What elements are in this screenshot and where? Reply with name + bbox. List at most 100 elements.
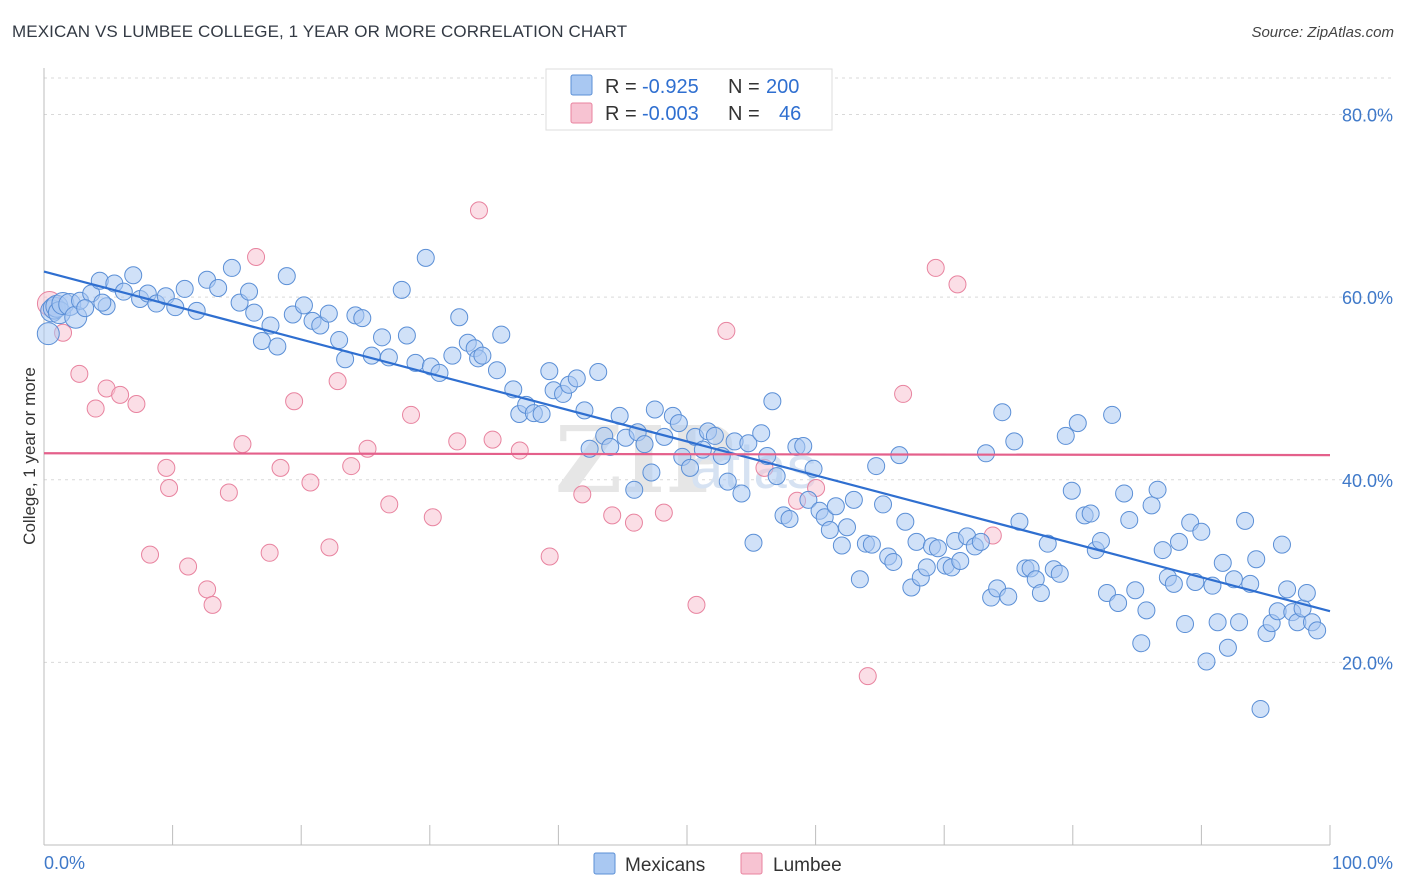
lumbee-point xyxy=(402,405,421,424)
mexicans-point xyxy=(838,518,857,537)
mexicans-point xyxy=(705,426,724,445)
mexicans-point xyxy=(1236,511,1255,530)
mexicans-point xyxy=(1115,484,1134,503)
mexicans-point xyxy=(718,472,737,491)
mexicans-point xyxy=(245,303,264,322)
mexicans-point xyxy=(928,539,947,558)
lumbee-point xyxy=(342,457,361,476)
mexicans-point xyxy=(175,279,194,298)
mexicans-point xyxy=(739,434,758,453)
mexicans-point xyxy=(820,520,839,539)
mexicans-point xyxy=(1081,504,1100,523)
lumbee-point xyxy=(247,247,266,266)
mexicans-point xyxy=(1097,583,1116,602)
bottom-legend-mexicans: Mexicans xyxy=(625,855,705,876)
mexicans-point xyxy=(1062,481,1081,500)
trend-lines xyxy=(43,270,1331,613)
mexicans-point xyxy=(844,490,863,509)
lumbee-point xyxy=(894,384,913,403)
mexicans-point xyxy=(1278,580,1297,599)
mexicans-point xyxy=(669,414,688,433)
mexicans-point xyxy=(443,346,462,365)
lumbee-point xyxy=(540,547,559,566)
mexicans-point xyxy=(993,403,1012,422)
mexicans-point xyxy=(907,532,926,551)
mexicans-point xyxy=(1247,550,1266,569)
lumbee-point xyxy=(179,557,198,576)
mexicans-point xyxy=(567,369,586,388)
lumbee-point xyxy=(271,458,290,477)
lumbee-point xyxy=(654,503,673,522)
mexicans-point xyxy=(1192,522,1211,541)
mexicans-point xyxy=(971,532,990,551)
lumbee-point xyxy=(260,543,279,562)
mexicans-point xyxy=(252,331,271,350)
lumbee-point xyxy=(127,394,146,413)
y-axis-title: College, 1 year or more xyxy=(20,367,39,545)
mexicans-point xyxy=(1224,570,1243,589)
lumbee-point xyxy=(70,364,89,383)
lumbee-point xyxy=(380,495,399,514)
mexicans-point xyxy=(951,552,970,571)
mexicans-point xyxy=(1038,534,1057,553)
mexicans-point xyxy=(1164,574,1183,593)
mexicans-point xyxy=(222,258,241,277)
mexicans-point xyxy=(976,444,995,463)
lumbee-point xyxy=(160,478,179,497)
mexicans-point xyxy=(681,458,700,477)
mexicans-point xyxy=(780,510,799,529)
mexicans-point xyxy=(430,363,449,382)
mexicans-point xyxy=(635,435,654,454)
mexicans-point xyxy=(1148,480,1167,499)
mexicans-point xyxy=(1251,699,1270,718)
mexicans-point xyxy=(1153,541,1172,560)
lumbee-point xyxy=(573,485,592,504)
lumbee-point xyxy=(510,441,529,460)
bottom-legend-swatch-lumbee xyxy=(740,852,763,875)
mexicans-point xyxy=(642,463,661,482)
legend-r-label-lumbee: R = xyxy=(605,103,637,125)
lumbee-point xyxy=(858,667,877,686)
mexicans-points xyxy=(36,248,1327,718)
legend-n-label-lumbee: N = xyxy=(728,103,760,125)
mexicans-point xyxy=(268,337,287,356)
lumbee-point xyxy=(423,508,442,527)
mexicans-point xyxy=(353,309,372,328)
mexicans-point xyxy=(392,280,411,299)
bottom-legend-lumbee: Lumbee xyxy=(773,855,842,876)
mexicans-point xyxy=(487,361,506,380)
mexicans-point xyxy=(330,331,349,350)
mexicans-point xyxy=(319,304,338,323)
y-tick-labels: 20.0% 40.0% 60.0% 80.0% xyxy=(1342,106,1393,674)
lumbee-point xyxy=(926,258,945,277)
mexicans-point xyxy=(1103,405,1122,424)
mexicans-point xyxy=(1142,496,1161,515)
mexicans-point xyxy=(917,558,936,577)
legend-swatch-mexicans xyxy=(570,74,593,96)
mexicans-point xyxy=(867,457,886,476)
mexicans-point xyxy=(1050,564,1069,583)
y-tick-label: 60.0% xyxy=(1342,288,1393,308)
mexicans-point xyxy=(93,293,112,312)
mexicans-point xyxy=(1170,532,1189,551)
lumbee-point xyxy=(448,432,467,451)
x-tick-label-min: 0.0% xyxy=(44,853,85,873)
mexicans-point xyxy=(1126,581,1145,600)
lumbee-point xyxy=(301,473,320,492)
mexicans-trend-line xyxy=(43,270,1331,613)
y-tick-label: 80.0% xyxy=(1342,106,1393,126)
mexicans-point xyxy=(589,363,608,382)
mexicans-point xyxy=(874,495,893,514)
lumbee-point xyxy=(86,399,105,418)
mexicans-point xyxy=(1208,613,1227,632)
mexicans-point xyxy=(862,535,881,554)
lumbee-point xyxy=(483,430,502,449)
chart-title: MEXICAN VS LUMBEE COLLEGE, 1 YEAR OR MOR… xyxy=(12,22,628,41)
mexicans-point xyxy=(76,299,95,318)
mexicans-point xyxy=(1213,553,1232,572)
lumbee-point xyxy=(603,506,622,525)
mexicans-point xyxy=(294,296,313,315)
lumbee-point xyxy=(203,595,222,614)
mexicans-point xyxy=(1176,615,1195,634)
